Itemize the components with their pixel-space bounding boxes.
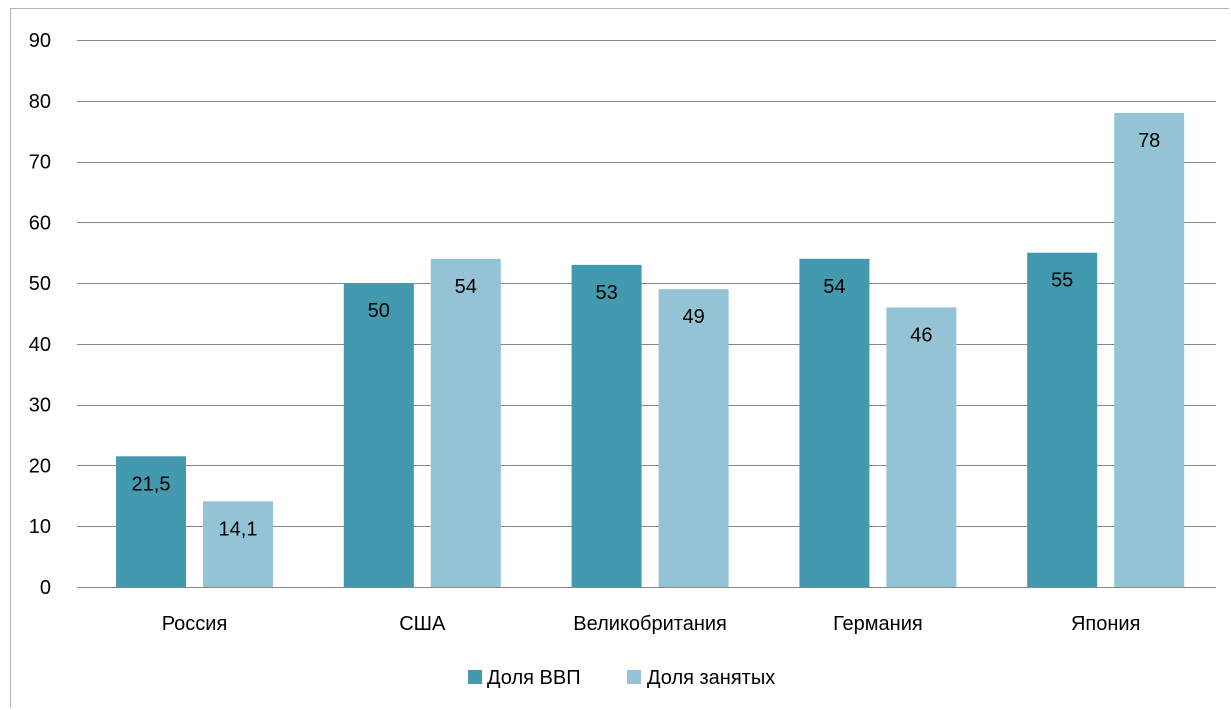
data-label: 54 [455, 276, 477, 298]
data-label: 46 [910, 324, 932, 346]
gridlines [77, 40, 1216, 588]
y-tick-label: 20 [29, 455, 51, 477]
y-tick-label: 40 [29, 334, 51, 356]
data-label: 78 [1138, 130, 1160, 152]
y-tick-label: 10 [29, 516, 51, 538]
y-axis-tick-labels: 0 10 20 30 40 50 60 70 80 90 [29, 30, 51, 599]
data-label: 50 [368, 300, 390, 322]
bar [1027, 252, 1098, 587]
data-labels: 21,5 50 53 54 55 14,1 54 49 46 78 [132, 130, 1161, 540]
bar [116, 456, 186, 587]
data-label: 14,1 [219, 518, 258, 540]
bar [1114, 112, 1185, 587]
legend-swatch [468, 670, 482, 684]
x-tick-label: США [399, 613, 446, 635]
data-label: 21,5 [132, 473, 171, 495]
data-label: 55 [1051, 270, 1073, 292]
bar [799, 258, 870, 587]
bar [571, 264, 642, 587]
data-label: 49 [682, 306, 704, 328]
legend-swatch [627, 670, 641, 684]
y-tick-label: 70 [29, 152, 51, 174]
x-tick-label: Германия [833, 613, 923, 635]
y-tick-label: 90 [29, 30, 51, 52]
legend-label: Доля ВВП [487, 667, 581, 689]
x-axis-tick-labels: Россия США Великобритания Германия Япония [162, 613, 1141, 635]
bars [116, 112, 1185, 587]
y-tick-label: 60 [29, 212, 51, 234]
y-tick-label: 0 [40, 577, 51, 599]
legend: Доля ВВП Доля занятых [468, 667, 775, 689]
y-tick-label: 30 [29, 395, 51, 417]
bar [886, 307, 957, 587]
data-label: 53 [595, 282, 617, 304]
x-tick-label: Япония [1071, 613, 1140, 635]
bar [430, 258, 501, 587]
legend-label: Доля занятых [647, 667, 775, 689]
bar [343, 283, 414, 587]
bar [203, 501, 273, 587]
x-tick-label: Великобритания [573, 613, 727, 635]
y-tick-label: 50 [29, 273, 51, 295]
data-label: 54 [823, 276, 845, 298]
x-tick-label: Россия [162, 613, 228, 635]
y-tick-label: 80 [29, 91, 51, 113]
bar [658, 289, 729, 587]
